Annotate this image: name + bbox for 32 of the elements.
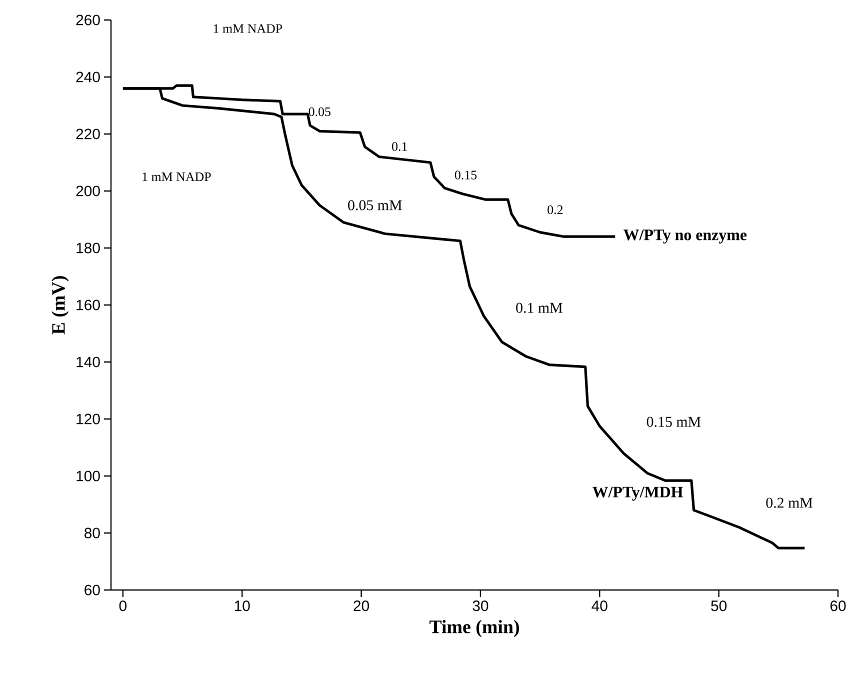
y-tick-label: 120 xyxy=(76,414,100,424)
annotation: 1 mM NADP xyxy=(214,24,282,33)
x-tick-label: 30 xyxy=(472,600,488,612)
annotation: 0.1 xyxy=(392,142,407,151)
x-tick-label: 60 xyxy=(830,600,846,612)
annotation: 0.05 xyxy=(308,107,330,116)
x-tick-label: 20 xyxy=(354,600,369,612)
x-tick-label: 50 xyxy=(711,600,727,612)
annotation: 0.2 mM xyxy=(766,498,812,508)
annotation: 0.15 xyxy=(454,170,477,180)
x-tick-label: 10 xyxy=(234,600,250,612)
y-tick-label: 240 xyxy=(76,72,100,82)
x-tick-label: 40 xyxy=(592,600,608,612)
annotation: 0.15 mM xyxy=(646,416,701,427)
y-tick-label: 140 xyxy=(76,356,100,368)
annotation: 0.05 mM xyxy=(348,200,402,210)
y-tick-label: 200 xyxy=(76,186,100,196)
annotation: 0.2 xyxy=(548,205,563,214)
y-tick-label: 180 xyxy=(76,242,100,254)
y-tick-label: 80 xyxy=(84,528,100,538)
y-axis-title: E (mV) xyxy=(52,276,69,334)
series-label: W/PTy/MDH xyxy=(592,486,683,501)
y-tick-label: 60 xyxy=(84,584,100,596)
x-tick-label: 0 xyxy=(119,600,126,612)
y-tick-label: 100 xyxy=(76,470,100,482)
annotation: 1 mM NADP xyxy=(142,172,211,182)
y-tick-label: 160 xyxy=(76,300,100,310)
y-tick-label: 220 xyxy=(76,128,100,140)
series-label: W/PTy no enzyme xyxy=(624,230,747,244)
x-axis-title: Time (min) xyxy=(429,620,519,638)
y-tick-label: 260 xyxy=(76,14,100,26)
annotation: 0.1 mM xyxy=(516,302,562,313)
